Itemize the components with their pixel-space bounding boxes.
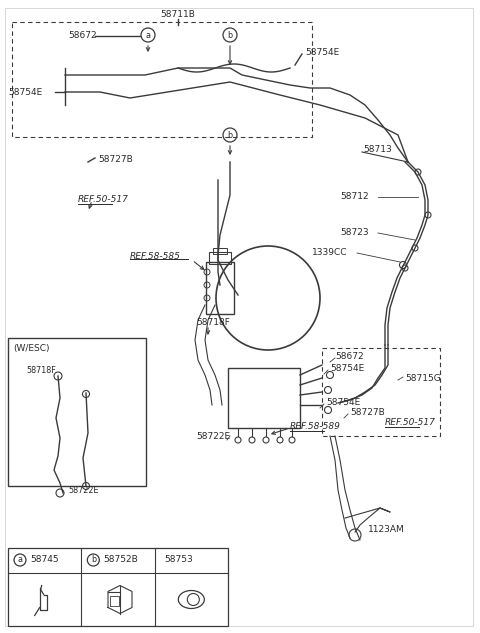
Text: 58711B: 58711B [161,10,195,19]
Bar [8,338,146,486]
Text: REF.50-517: REF.50-517 [385,418,436,427]
Text: 58745: 58745 [30,556,59,565]
Text: 1339CC: 1339CC [312,248,348,257]
Text: (W/ESC): (W/ESC) [13,344,49,353]
Text: 58754E: 58754E [330,364,364,373]
Text: REF.58-585: REF.58-585 [130,252,181,261]
Bar [209,252,231,264]
Text: 58718F: 58718F [26,366,56,375]
Bar [8,548,228,626]
Text: 58723: 58723 [340,228,369,237]
Text: a: a [145,30,151,39]
Text: 58754E: 58754E [8,88,42,97]
Text: 58715G: 58715G [405,374,441,383]
Bar [12,22,312,137]
Text: b: b [228,30,233,39]
Text: 58713: 58713 [363,145,392,154]
Text: 58727B: 58727B [98,155,133,164]
Bar [228,368,300,428]
Text: b: b [91,556,96,565]
Bar [206,262,234,314]
Text: 58752B: 58752B [103,556,138,565]
Text: 58712: 58712 [340,192,369,201]
Bar [322,348,440,436]
Text: REF.58-589: REF.58-589 [290,422,341,431]
Text: REF.50-517: REF.50-517 [78,195,129,204]
Bar [213,248,227,254]
Text: 58753: 58753 [165,556,193,565]
Text: 58672: 58672 [68,32,96,41]
Text: b: b [228,130,233,139]
Text: 58754E: 58754E [305,48,339,57]
Text: a: a [17,556,23,565]
Text: 58722E: 58722E [196,432,230,441]
Text: 58727B: 58727B [350,408,385,417]
Text: 58722E: 58722E [68,486,98,495]
Text: 58754E: 58754E [326,398,360,407]
Text: 58718F: 58718F [196,318,230,327]
Text: 58672: 58672 [335,352,364,361]
Text: 1123AM: 1123AM [368,525,405,534]
